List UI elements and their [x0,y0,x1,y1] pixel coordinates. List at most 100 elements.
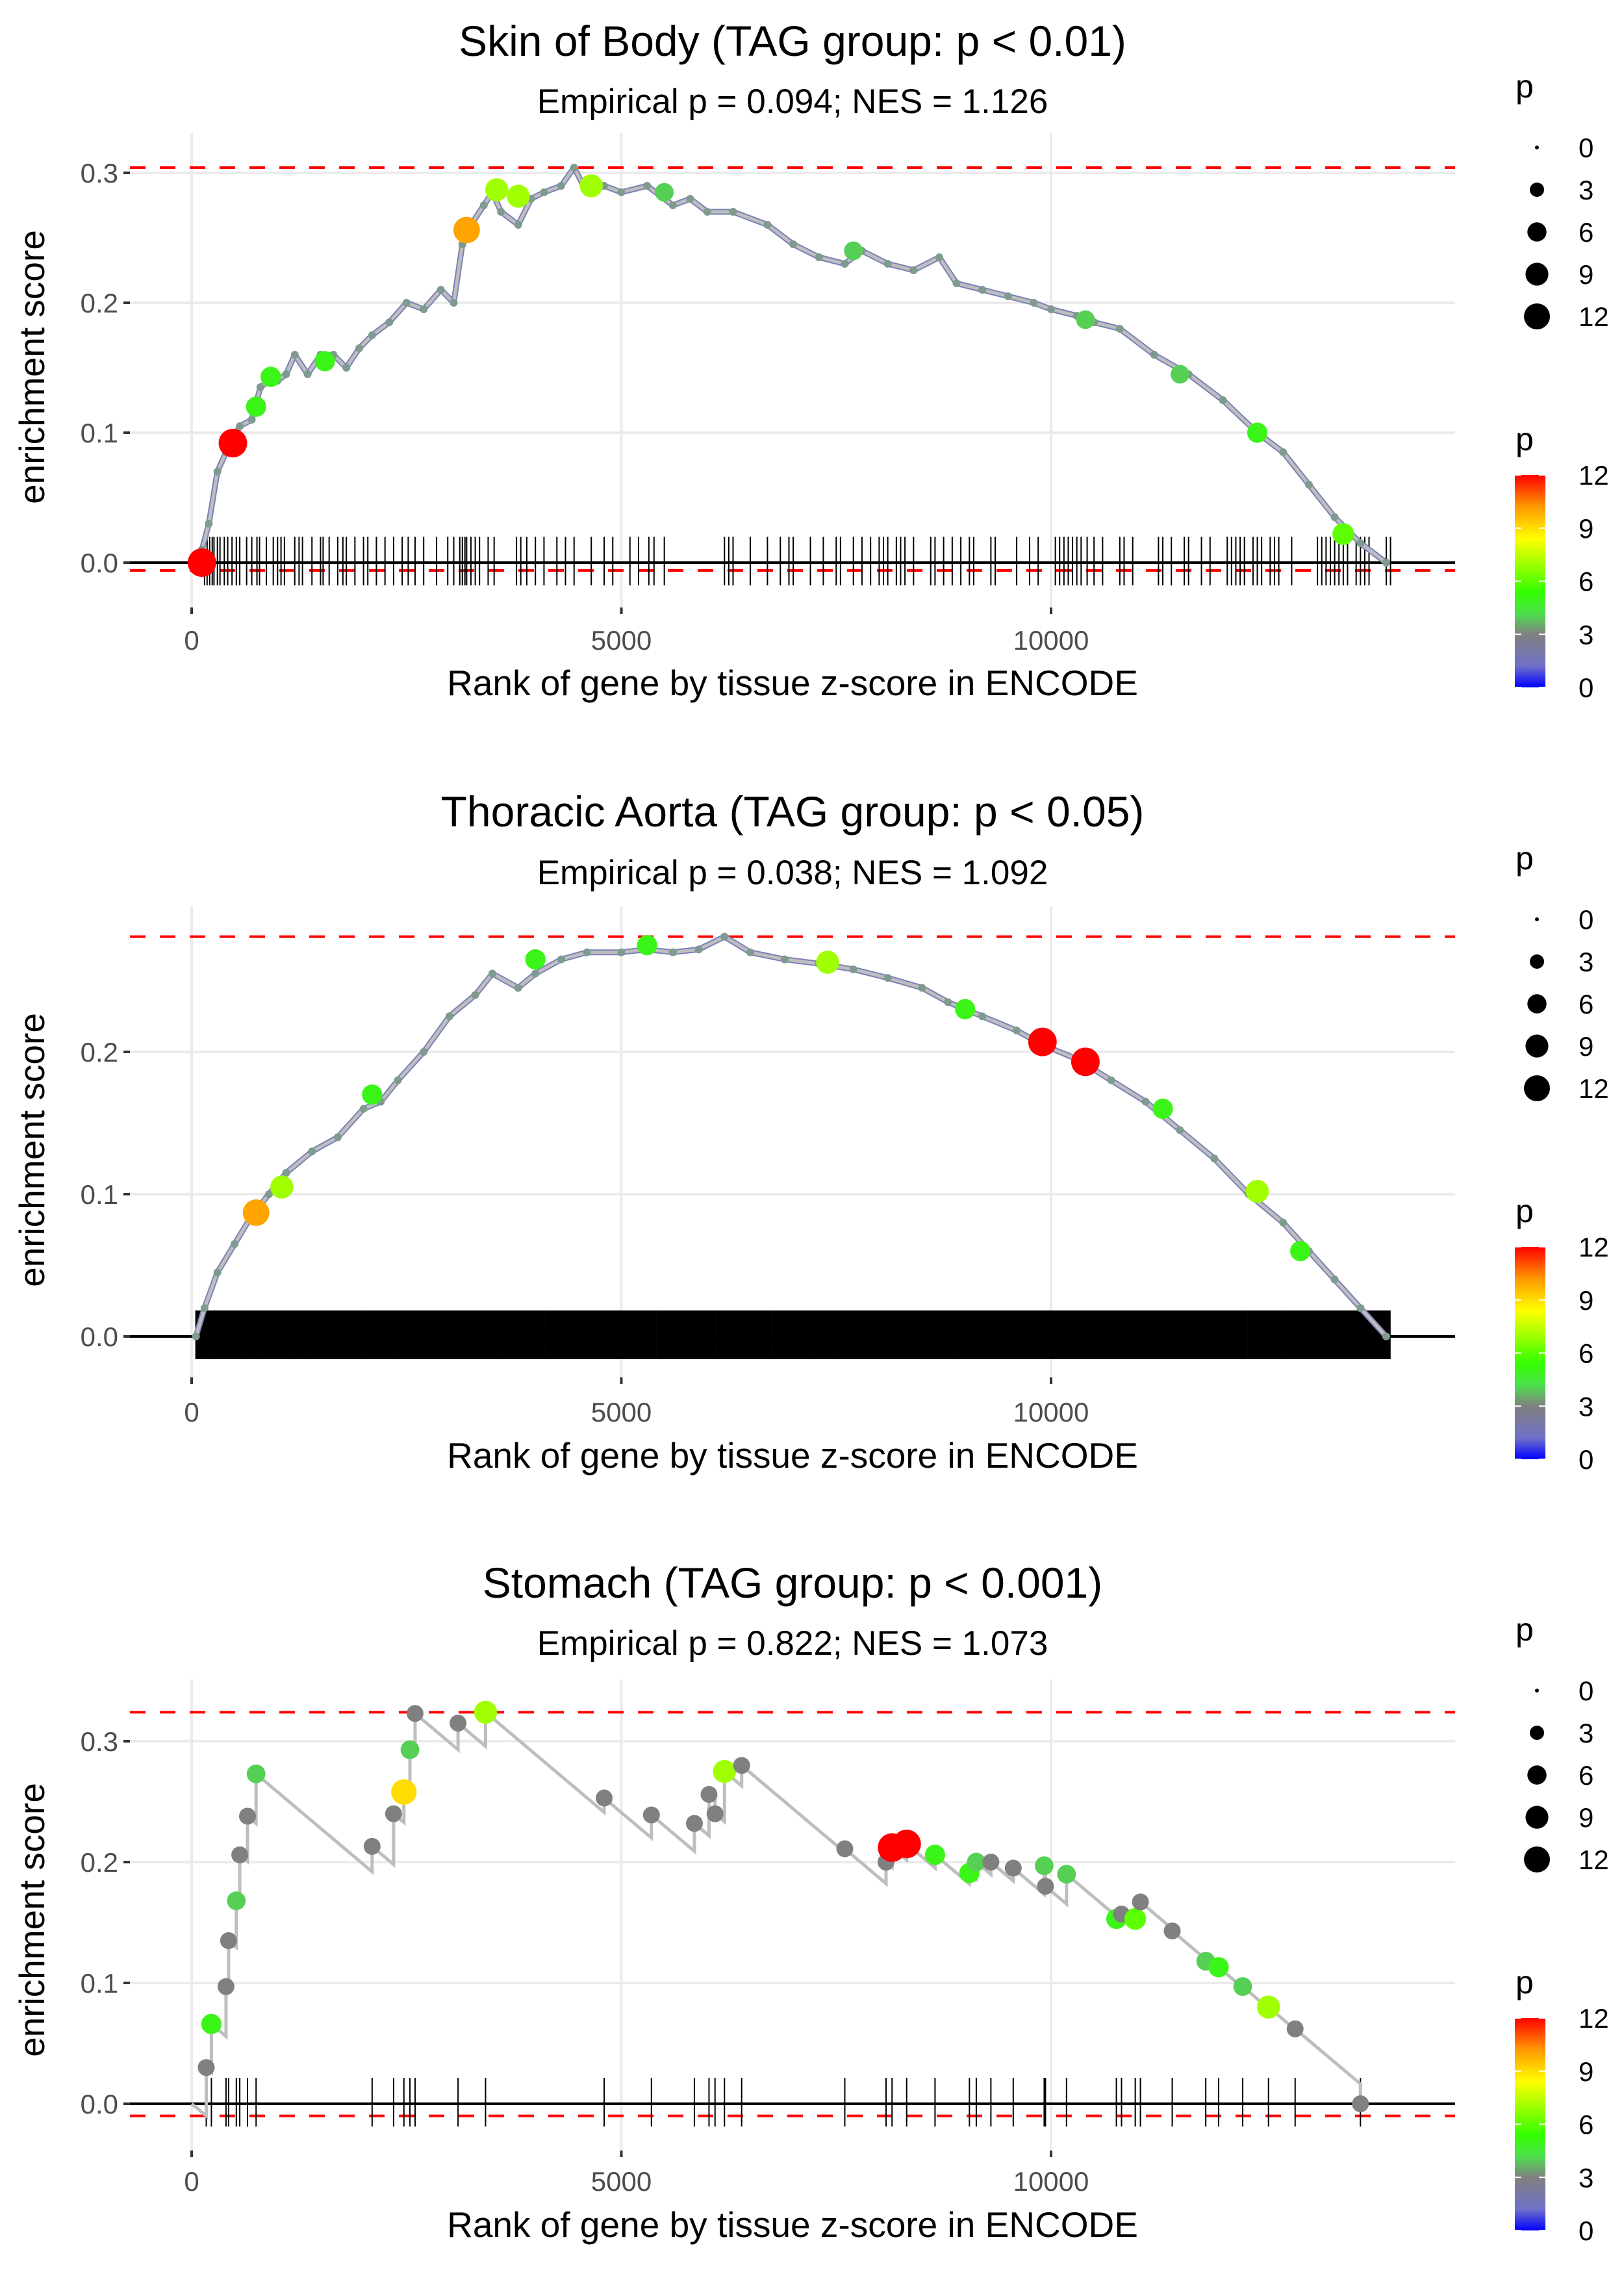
es-point [359,1105,368,1113]
hit-ticks [203,537,1391,585]
size-legend: p 0 3 6 9 12 [1516,1611,1609,1875]
size-legend-key [1524,1846,1550,1872]
es-point [514,221,522,229]
es-point [1382,1333,1390,1340]
es-point [282,1169,290,1177]
color-legend-title: p [1516,1193,1534,1229]
es-point [531,969,540,978]
es-point [685,1815,703,1832]
size-legend-key [1535,1689,1539,1693]
plot-area: 0.0 0.1 0.2 0 5000 10000 [81,906,1455,1427]
es-point [540,188,548,196]
es-point [282,370,290,378]
es-point [763,221,772,229]
y-tick-label: 0.2 [81,1037,118,1067]
es-point [1356,1304,1365,1312]
y-tick-label: 0.0 [81,1322,118,1352]
color-legend: p 12 9 6 3 0 [1515,1193,1609,1475]
size-legend-label: 9 [1579,259,1593,290]
es-point [596,1789,613,1807]
es-point-highlighted [1076,310,1095,329]
es-point [238,1808,256,1825]
es-point [213,468,222,476]
es-point [1047,305,1055,313]
size-legend-label: 0 [1579,904,1593,935]
es-point [368,331,376,339]
es-point-highlighted [314,351,335,372]
x-axis-label: Rank of gene by tissue z-score in ENCODE [447,2204,1138,2245]
es-point [1037,1878,1054,1895]
es-point [849,965,857,973]
es-point [1057,1865,1076,1884]
es-point-highlighted [1071,1047,1100,1077]
size-legend-key [1527,994,1547,1014]
es-point [1330,513,1339,521]
es-point [978,286,987,294]
es-point [1256,1995,1280,2019]
es-point [231,1846,249,1863]
color-legend-label: 3 [1579,619,1593,650]
es-point [247,416,256,424]
panel-skin-of-body: Skin of Body (TAG group: p < 0.01) Empir… [12,17,1455,703]
es-point [1124,1908,1147,1930]
x-axis-label: Rank of gene by tissue z-score in ENCODE [447,1435,1138,1476]
es-curve [190,166,1388,564]
panel-thoracic-aorta: Thoracic Aorta (TAG group: p < 0.05) Emp… [12,787,1455,1476]
size-legend-label: 12 [1579,1073,1609,1104]
color-legend-label: 0 [1579,1444,1593,1475]
es-point [1279,1218,1288,1227]
color-legend: p 12 9 6 3 0 [1515,1964,1609,2246]
panel-subtitle: Empirical p = 0.822; NES = 1.073 [537,1624,1048,1663]
size-legend-key [1530,183,1544,197]
es-point [978,1012,987,1021]
es-point [952,279,961,287]
es-point-highlighted [1245,1179,1269,1203]
es-point [385,1805,402,1822]
es-point-highlighted [453,216,480,244]
size-legend-label: 6 [1579,989,1593,1019]
es-point [703,208,711,216]
es-point [720,932,729,941]
es-point-highlighted [260,366,281,387]
x-tick-label: 5000 [591,2166,652,2197]
color-legend-label: 9 [1579,1285,1593,1316]
es-curve-shadow [189,164,1388,565]
size-legend-title: p [1516,840,1534,876]
es-point [570,164,578,172]
size-legend-key [1527,1765,1547,1785]
size-legend-label: 12 [1579,301,1609,332]
size-legend-label: 6 [1579,1760,1593,1791]
es-point-highlighted [187,548,216,577]
es-point [1352,2095,1369,2112]
x-tick-label: 10000 [1013,2166,1089,2197]
es-point [303,370,312,378]
size-legend-key [1530,954,1544,969]
x-tick-label: 0 [184,625,199,656]
es-point [557,182,565,190]
legends: p 0 3 6 9 12 p 12 9 6 3 0 p 0 3 6 9 12 p 12 9 6 3 0 p 0 3 6 9 12 p 12 9 6… [1515,68,1609,2246]
es-point-highlighted [270,1175,294,1199]
panel-subtitle: Empirical p = 0.094; NES = 1.126 [537,83,1048,121]
es-point-highlighted [242,1199,270,1226]
color-legend-label: 6 [1579,2110,1593,2140]
y-tick-label: 0.3 [81,1726,118,1757]
es-point [488,969,497,978]
es-point-highlighted [1171,364,1189,384]
es-point [246,1764,266,1783]
x-tick-label: 10000 [1013,625,1089,656]
y-axis-label: enrichment score [12,230,52,504]
es-point [713,1759,737,1783]
es-point [227,1891,246,1910]
y-axis-label: enrichment score [12,1783,52,2057]
panel-subtitle: Empirical p = 0.038; NES = 1.092 [537,854,1048,892]
es-point-highlighted [218,429,247,457]
es-point [391,1779,417,1805]
x-tick-label: 0 [184,1397,199,1427]
es-point [1150,351,1158,359]
es-point [924,1845,946,1865]
x-axis-label: Rank of gene by tissue z-score in ENCODE [447,663,1138,703]
color-legend-title: p [1516,421,1534,457]
size-legend: p 0 3 6 9 12 [1516,840,1609,1104]
es-point-highlighted [246,396,266,417]
